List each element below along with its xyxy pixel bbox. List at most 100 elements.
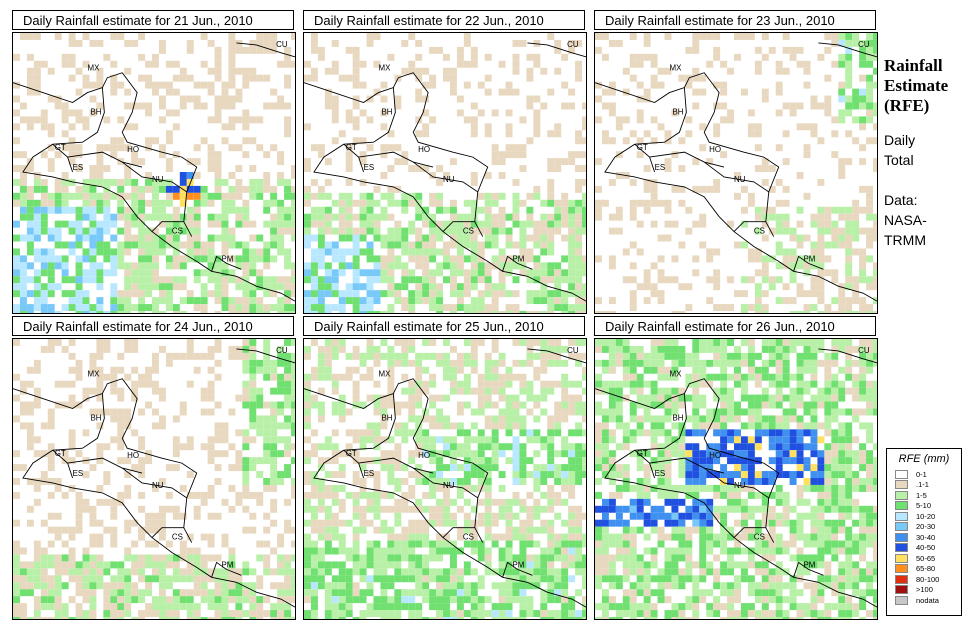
rainfall-cell [436,568,444,576]
rainfall-cell [422,554,430,562]
rainfall-cell [498,283,506,291]
rainfall-cell [650,359,658,367]
rainfall-cell [873,443,877,451]
rainfall-cell [256,596,264,604]
rainfall-cell [13,95,20,103]
rainfall-cell [387,304,395,312]
rainfall-cell [103,596,111,604]
rainfall-cell [608,394,616,402]
rainfall-cell [443,547,450,555]
rainfall-cell [380,276,388,284]
rainfall-cell [284,387,292,395]
rainfall-cell [845,227,853,235]
rainfall-cell [228,227,236,235]
rainfall-cell [138,561,146,569]
rainfall-cell [380,109,388,117]
rainfall-cell [214,464,222,472]
rainfall-cell [408,33,416,40]
rainfall-cell [727,429,735,437]
rainfall-cell [463,227,471,235]
rainfall-cell [533,484,541,492]
rainfall-cell [873,234,877,242]
rainfall-cell [477,540,485,548]
rainfall-cell [19,165,27,173]
rainfall-cell [575,401,583,409]
rainfall-cell [40,151,48,159]
rainfall-cell [338,575,346,583]
rainfall-cell [19,422,27,430]
rainfall-cell [75,241,83,249]
rainfall-cell [817,262,825,270]
rainfall-cell [824,46,832,54]
rainfall-cell [456,304,464,312]
rainfall-cell [331,547,339,555]
rainfall-cell [352,505,360,513]
rainfall-cell [33,81,41,89]
rainfall-cell [533,373,541,381]
rainfall-cell [575,471,583,479]
rainfall-cell [387,345,395,353]
rainfall-cell [256,283,264,291]
rainfall-cell [643,429,651,437]
rainfall-cell [866,464,874,472]
rainfall-cell [193,158,201,166]
rainfall-cell [838,429,846,437]
rainfall-cell [415,366,423,374]
rainfall-cell [803,311,811,313]
rainfall-cell [200,137,208,145]
rainfall-cell [380,352,388,360]
rainfall-cell [373,380,381,388]
rainfall-cell [859,206,867,214]
rainfall-cell [650,262,658,270]
rainfall-cell [131,429,139,437]
rainfall-cell [519,429,527,437]
rainfall-cell [75,603,83,611]
rainfall-cell [172,241,180,249]
rainfall-cell [13,109,20,117]
rainfall-cell [249,311,257,313]
rainfall-cell [554,582,562,590]
rainfall-cell [831,443,839,451]
rainfall-cell [228,199,236,207]
rainfall-cell [436,471,444,479]
rainfall-cell [394,554,402,562]
rainfall-cell [179,283,187,291]
rainfall-cell [650,81,658,89]
rainfall-cell [152,575,159,583]
rainfall-cell [304,596,311,604]
rainfall-cell [366,199,374,207]
border-line [649,151,725,168]
rainfall-cell [242,436,250,444]
rainfall-cell [366,213,374,221]
rainfall-cell [852,290,860,298]
rainfall-cell [582,387,586,395]
rainfall-cell [740,443,748,451]
rainfall-cell [179,241,187,249]
rainfall-cell [734,484,741,492]
rainfall-cell [547,311,555,313]
rainfall-cell [284,596,292,604]
rainfall-cell [671,436,679,444]
rainfall-cell [740,290,748,298]
rainfall-cell [152,484,159,492]
rainfall-cell [75,276,83,284]
rainfall-cell [68,178,76,186]
rainfall-cell [692,39,700,47]
rainfall-cell [394,575,402,583]
rainfall-cell [373,596,381,604]
rainfall-cell [595,450,602,458]
rainfall-cell [838,290,846,298]
rainfall-cell [124,526,132,534]
rainfall-cell [249,491,257,499]
rainfall-cell [470,311,478,313]
rainfall-cell [221,269,229,277]
rainfall-cell [470,457,478,465]
rainfall-cell [477,582,485,590]
rainfall-cell [26,199,34,207]
rainfall-cell [165,165,173,173]
rainfall-cell [761,394,769,402]
rainfall-cell [713,339,721,346]
rainfall-cell [664,408,672,416]
rainfall-cell [575,478,583,485]
rainfall-cell [775,199,783,207]
